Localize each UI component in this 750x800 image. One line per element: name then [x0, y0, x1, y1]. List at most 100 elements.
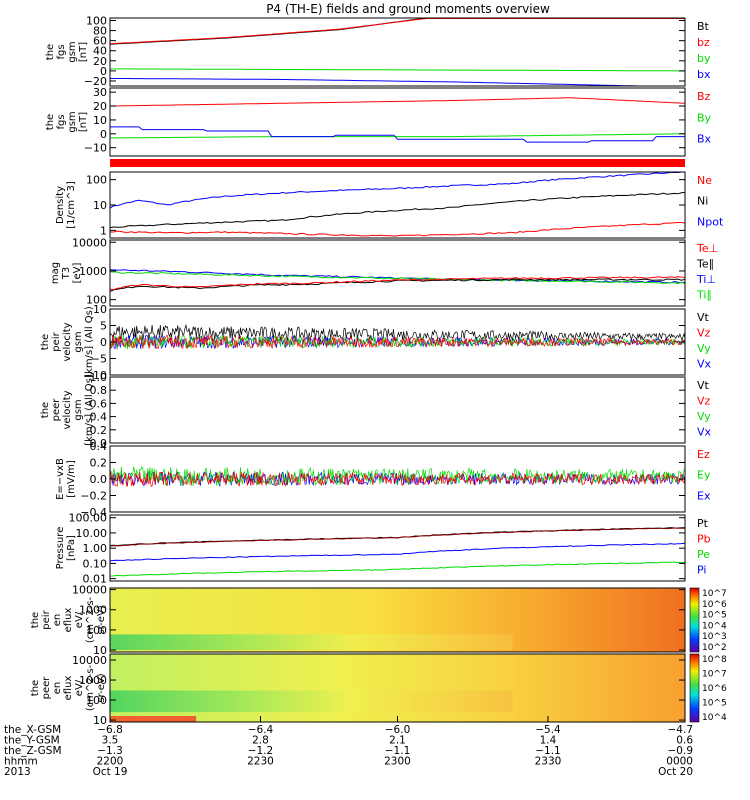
y-tick-label: 10 — [93, 199, 107, 212]
y-axis-label: peer — [51, 398, 62, 422]
x-row-value: 2300 — [384, 756, 411, 768]
panel-frame — [109, 171, 686, 239]
x-row-value: 2200 — [97, 756, 124, 768]
legend-ni: Ni — [697, 195, 708, 208]
y-tick-label: 100 — [86, 15, 107, 28]
y-tick-label: 0.2 — [90, 457, 108, 470]
y-axis-label: en — [52, 682, 63, 695]
y-tick-label: −10 — [84, 369, 107, 382]
series-by — [110, 68, 685, 72]
y-axis-label: [nT] — [78, 112, 89, 132]
x-row-label: 2013 — [4, 766, 31, 778]
x-row-value: −1.2 — [248, 745, 274, 757]
legend-vy: Vy — [697, 410, 711, 423]
y-axis-label: [km/s] (All Qs) — [84, 306, 95, 378]
y-tick-label: 1000 — [79, 604, 107, 617]
legend-bz: bz — [697, 36, 710, 49]
y-tick-label: 10 — [93, 644, 107, 657]
panel-frame — [109, 514, 686, 582]
y-axis-label: gsm — [73, 331, 84, 352]
y-tick-label: 10000 — [72, 584, 107, 597]
y-axis-label: fgs — [56, 44, 67, 59]
x-row-value: 0000 — [666, 756, 693, 768]
y-axis-label: Pressure — [55, 527, 66, 570]
y-axis-label: en — [52, 614, 63, 627]
y-tick-label: 1 — [100, 224, 107, 237]
y-tick-label: 0.6 — [90, 397, 108, 410]
x-row-value: 1.4 — [540, 735, 557, 747]
colorbar — [689, 587, 700, 653]
panel-pressure: Pressure [nPa] 100.00 10.00 1.00 0.10 0.01 Pt Pb… — [55, 512, 711, 586]
x-row-value: 0.6 — [676, 735, 693, 747]
y-axis-label: mag — [50, 262, 61, 284]
panel-peir-velocity: the peir velocity gsm [km/s] (All Qs)10 5 0 −5 −… — [40, 303, 712, 382]
series-bx — [110, 126, 685, 143]
y-axis-label: gsm — [67, 111, 78, 132]
y-axis-label: eflux — [63, 676, 74, 701]
legend-vy: Vy — [697, 342, 711, 355]
series-by — [109, 133, 685, 139]
y-axis-label: the — [45, 114, 56, 130]
legend-ti⊥: Ti⊥ — [696, 273, 716, 286]
x-row-value: −6.8 — [97, 724, 123, 736]
y-tick-label: 1.00 — [83, 542, 108, 555]
series-pi — [109, 542, 686, 562]
y-tick-label: 100 — [86, 294, 107, 307]
legend-by: by — [697, 52, 711, 65]
legend-bz: Bz — [697, 90, 711, 103]
y-axis-label: sr-eV) — [96, 673, 107, 702]
y-tick-label: 100 — [86, 624, 107, 637]
y-axis-label: velocity — [62, 390, 73, 429]
series-npot — [109, 171, 685, 209]
colorbar-label: 10^4 — [702, 713, 727, 723]
series-pb — [109, 527, 685, 547]
y-tick-label: 100 — [86, 174, 107, 187]
legend-vt: Vt — [697, 311, 710, 324]
heatmap-band — [110, 690, 513, 713]
legend-ey: Ey — [697, 469, 711, 482]
y-tick-label: 10000 — [72, 654, 107, 667]
y-tick-label: 0 — [100, 65, 107, 78]
legend-ez: Ez — [697, 448, 710, 461]
series-ti∥ — [109, 271, 686, 285]
y-tick-label: 1000 — [79, 265, 107, 278]
legend-ex: Ex — [697, 489, 711, 502]
series-noise-2 — [109, 470, 686, 488]
x-row-value: −0.9 — [668, 745, 694, 757]
legend-bx: bx — [697, 68, 711, 81]
y-tick-label: 0.01 — [83, 573, 108, 586]
legend-bt: Bt — [697, 20, 710, 33]
legend-pb: Pb — [697, 533, 711, 546]
y-tick-label: 10000 — [72, 236, 107, 249]
series-bz — [110, 97, 686, 107]
colorbar-label: 10^5 — [702, 699, 727, 709]
legend-te∥: Te∥ — [696, 258, 714, 271]
legend-vt: Vt — [697, 379, 710, 392]
y-tick-label: 1.0 — [90, 371, 108, 384]
y-tick-label: 60 — [93, 35, 107, 48]
y-axis-label: the — [40, 402, 51, 418]
y-tick-label: 0.0 — [90, 473, 108, 486]
panel-peir-en-eflux: the peir en eflux eV/(cm^2-s-sr-eV)10^710^61… — [30, 584, 727, 657]
colorbar-label: 10^6 — [702, 684, 727, 694]
y-tick-label: 10 — [93, 114, 107, 127]
y-axis-label: sr-eV) — [96, 605, 107, 634]
x-row-value: 2330 — [535, 756, 562, 768]
y-tick-label: 0.2 — [90, 424, 108, 437]
y-tick-label: −10 — [84, 142, 107, 155]
colorbar-label: 10^6 — [702, 600, 727, 610]
legend-ti∥: Ti∥ — [696, 289, 712, 302]
y-axis-label: [1/cm^3] — [66, 181, 77, 229]
y-axis-label: E=−vxB — [55, 458, 66, 500]
series-noise-3 — [109, 334, 686, 350]
y-axis-label: eV/ — [74, 679, 85, 696]
colorbar — [689, 653, 700, 723]
y-axis-label: T3 — [61, 267, 72, 280]
colorbar-label: 10^2 — [702, 643, 727, 653]
legend-vx: Vx — [697, 426, 712, 439]
panel-frame — [109, 87, 686, 157]
x-row-label: the_Y-GSM — [4, 735, 60, 747]
y-tick-label: 0.0 — [90, 437, 108, 450]
